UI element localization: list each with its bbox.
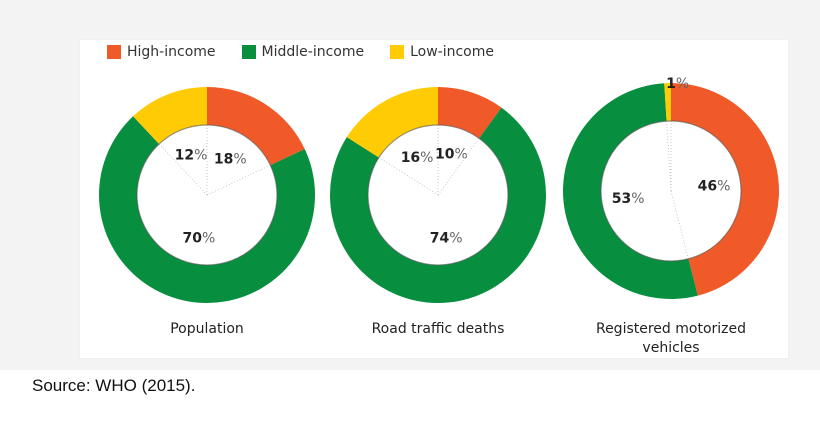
donut-segment-middle-income: [563, 83, 698, 300]
legend-swatch: [107, 45, 121, 59]
chart-title: Road traffic deaths: [372, 321, 505, 337]
donut-segment-middle-income: [98, 116, 315, 303]
data-label: 12%: [175, 148, 208, 164]
legend-label: Low-income: [410, 44, 494, 60]
legend: High-income Middle-income Low-income: [107, 44, 494, 60]
legend-item-middle: Middle-income: [241, 44, 365, 60]
legend-label: High-income: [127, 44, 216, 60]
data-label: 18%: [214, 151, 247, 167]
donut-segment-low-income: [133, 87, 207, 144]
donut-segment-high-income: [671, 83, 780, 296]
inner-ring-shadow: [136, 124, 278, 266]
data-label: 10%: [435, 147, 468, 163]
data-label: 53%: [612, 191, 645, 207]
legend-item-high: High-income: [107, 44, 216, 60]
chart-title: Registered motorized: [596, 321, 746, 337]
data-label: 70%: [182, 231, 215, 247]
segment-divider: [670, 190, 689, 259]
source-note: Source: WHO (2015).: [32, 376, 196, 395]
donut-charts: 18% 70% 12% Population 10% 74% 16% Road traffic…: [98, 76, 780, 356]
donut-segment-high-income: [438, 87, 502, 139]
legend-item-low: Low-income: [390, 44, 494, 60]
data-label: 16%: [401, 150, 434, 166]
legend-swatch: [241, 45, 256, 59]
legend-swatch: [390, 45, 405, 59]
legend-label: Middle-income: [261, 44, 365, 60]
data-label: 74%: [430, 231, 463, 247]
chart-title: Population: [170, 321, 244, 337]
donut-segment-low-income: [346, 87, 438, 158]
inner-ring-shadow: [600, 120, 742, 262]
data-label: 1%: [666, 76, 689, 92]
segment-divider: [206, 164, 271, 196]
donut-segment-middle-income: [330, 107, 546, 304]
chart-title: vehicles: [642, 340, 699, 356]
data-label: 46%: [698, 179, 731, 195]
donut-segment-high-income: [207, 87, 305, 166]
inner-ring-shadow: [367, 124, 509, 266]
donut-segment-low-income: [664, 83, 671, 122]
segment-divider: [666, 121, 672, 192]
